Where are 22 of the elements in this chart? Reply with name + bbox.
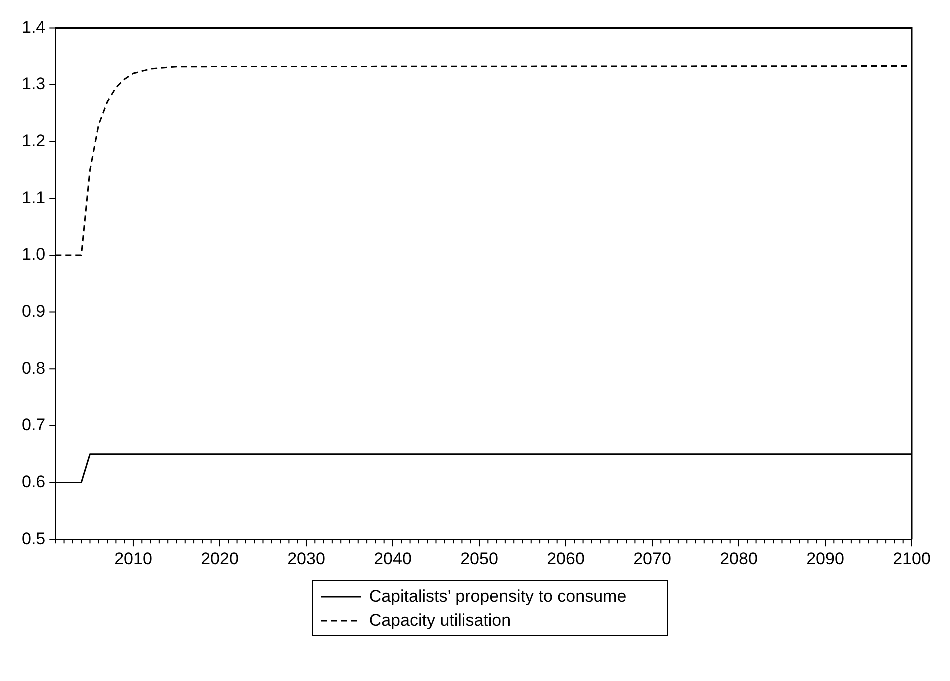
y-tick-label: 1.3 <box>22 74 46 94</box>
y-tick-label: 0.6 <box>22 472 46 492</box>
x-tick-label: 2030 <box>288 549 326 568</box>
x-tick-label: 2090 <box>806 549 844 568</box>
x-tick-label: 2060 <box>547 549 585 568</box>
legend-label: Capacity utilisation <box>369 610 512 632</box>
x-tick-label: 2100 <box>893 549 931 568</box>
y-tick-label: 1.4 <box>22 18 46 37</box>
y-tick-label: 0.5 <box>22 529 46 548</box>
y-tick-label: 0.7 <box>22 416 46 435</box>
y-tick-label: 1.0 <box>22 245 46 264</box>
x-tick-label: 2010 <box>114 549 152 568</box>
x-tick-label: 2020 <box>201 549 239 568</box>
x-tick-label: 2050 <box>460 549 498 568</box>
y-tick-label: 1.2 <box>22 132 46 151</box>
x-tick-label: 2040 <box>374 549 412 568</box>
legend-label: Capitalists’ propensity to consume <box>369 586 627 608</box>
y-tick-label: 0.9 <box>22 302 46 321</box>
y-tick-label: 1.1 <box>22 188 46 208</box>
x-tick-label: 2080 <box>720 549 758 568</box>
y-tick-label: 0.8 <box>22 358 46 378</box>
x-tick-label: 2070 <box>634 549 672 568</box>
